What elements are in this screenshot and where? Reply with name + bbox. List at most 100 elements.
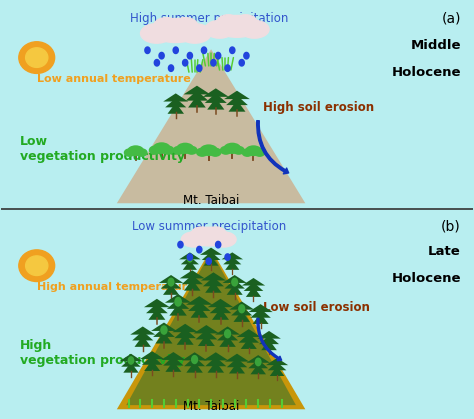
Polygon shape — [246, 287, 261, 297]
Polygon shape — [259, 335, 279, 344]
Ellipse shape — [223, 142, 241, 154]
Polygon shape — [231, 306, 252, 316]
Polygon shape — [123, 362, 138, 372]
Polygon shape — [161, 279, 181, 289]
Polygon shape — [228, 100, 246, 112]
Polygon shape — [188, 96, 206, 108]
Ellipse shape — [173, 146, 185, 155]
Polygon shape — [250, 364, 266, 374]
Ellipse shape — [200, 145, 218, 156]
Polygon shape — [163, 93, 188, 101]
Ellipse shape — [217, 15, 240, 30]
Ellipse shape — [206, 227, 226, 240]
Ellipse shape — [224, 329, 231, 339]
Polygon shape — [165, 294, 191, 303]
Polygon shape — [224, 279, 245, 289]
FancyArrowPatch shape — [257, 318, 282, 361]
Polygon shape — [200, 248, 222, 255]
Polygon shape — [165, 98, 186, 107]
Polygon shape — [225, 354, 249, 362]
Polygon shape — [159, 275, 183, 283]
Ellipse shape — [174, 297, 182, 307]
Ellipse shape — [187, 255, 193, 263]
Ellipse shape — [211, 232, 236, 247]
Polygon shape — [208, 362, 224, 372]
Ellipse shape — [160, 325, 168, 335]
Polygon shape — [155, 332, 173, 344]
Polygon shape — [225, 260, 239, 270]
Polygon shape — [188, 301, 210, 311]
Polygon shape — [203, 352, 228, 360]
Polygon shape — [126, 251, 296, 405]
Circle shape — [19, 42, 55, 73]
Polygon shape — [205, 357, 227, 366]
Polygon shape — [117, 49, 305, 203]
Polygon shape — [163, 357, 183, 366]
Polygon shape — [243, 52, 250, 59]
Polygon shape — [182, 275, 203, 284]
Text: Mt. Taibai: Mt. Taibai — [183, 194, 239, 207]
Polygon shape — [140, 351, 164, 359]
Ellipse shape — [182, 232, 206, 247]
Ellipse shape — [254, 148, 265, 157]
Text: High soil erosion: High soil erosion — [263, 101, 374, 114]
Ellipse shape — [136, 148, 147, 157]
Polygon shape — [210, 59, 217, 67]
Polygon shape — [270, 366, 284, 376]
Polygon shape — [177, 241, 184, 248]
Polygon shape — [180, 270, 205, 279]
Text: (a): (a) — [441, 12, 461, 26]
Polygon shape — [148, 308, 165, 320]
Polygon shape — [215, 326, 240, 335]
Polygon shape — [169, 304, 187, 316]
Polygon shape — [173, 47, 179, 54]
Polygon shape — [168, 64, 174, 72]
Polygon shape — [223, 256, 241, 264]
Polygon shape — [238, 334, 259, 343]
Polygon shape — [174, 328, 196, 338]
Polygon shape — [227, 358, 247, 367]
Polygon shape — [205, 257, 212, 265]
Polygon shape — [196, 64, 202, 72]
Text: Middle: Middle — [410, 39, 461, 52]
Polygon shape — [242, 278, 265, 285]
Ellipse shape — [255, 357, 262, 366]
Polygon shape — [144, 47, 151, 54]
Text: Mt. Taibai: Mt. Taibai — [183, 401, 239, 414]
Ellipse shape — [242, 148, 253, 157]
Ellipse shape — [179, 24, 211, 43]
Ellipse shape — [234, 15, 257, 30]
Ellipse shape — [205, 21, 234, 38]
Ellipse shape — [176, 142, 194, 154]
Polygon shape — [229, 302, 254, 310]
Polygon shape — [201, 272, 226, 280]
Polygon shape — [132, 331, 153, 341]
Polygon shape — [257, 331, 281, 339]
Polygon shape — [217, 331, 238, 341]
Ellipse shape — [231, 277, 238, 287]
Text: Low annual temperature: Low annual temperature — [36, 74, 191, 84]
Polygon shape — [221, 252, 243, 259]
Polygon shape — [229, 363, 245, 373]
Polygon shape — [167, 103, 184, 114]
Ellipse shape — [127, 145, 144, 156]
Polygon shape — [241, 338, 257, 349]
Polygon shape — [204, 256, 219, 266]
Ellipse shape — [189, 227, 228, 246]
Polygon shape — [187, 52, 193, 59]
Polygon shape — [172, 324, 198, 332]
Polygon shape — [193, 325, 219, 334]
Polygon shape — [158, 52, 165, 59]
Polygon shape — [177, 334, 194, 345]
Polygon shape — [187, 253, 193, 261]
Polygon shape — [182, 59, 189, 67]
Polygon shape — [153, 327, 175, 337]
Polygon shape — [215, 241, 221, 248]
Ellipse shape — [150, 18, 201, 42]
Ellipse shape — [124, 148, 136, 157]
Text: High annual temperature: High annual temperature — [36, 282, 194, 292]
Polygon shape — [163, 284, 179, 295]
Polygon shape — [186, 362, 203, 372]
Polygon shape — [205, 93, 227, 103]
Polygon shape — [182, 352, 207, 360]
